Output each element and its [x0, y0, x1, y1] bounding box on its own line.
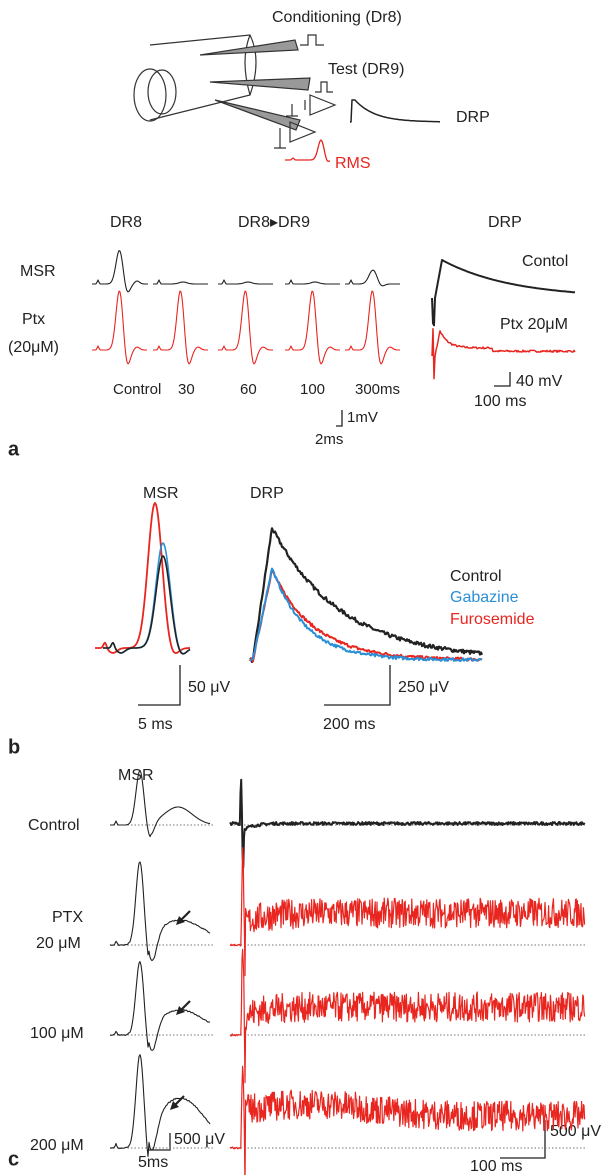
trace: [350, 99, 440, 123]
trace: [153, 290, 208, 365]
arrow-head: [170, 1101, 179, 1110]
trace-label: Ptx 20μM: [500, 316, 568, 333]
test-label: Test (DR9): [328, 61, 404, 78]
header: DRP: [488, 214, 522, 231]
scale-label: 100 ms: [470, 1158, 522, 1175]
trace: [249, 569, 483, 663]
scale-bar: [336, 410, 343, 427]
conditioning-label: Conditioning (Dr8): [272, 9, 402, 26]
trace: [345, 290, 400, 365]
scale-label: 2ms: [315, 431, 343, 448]
trace-title: MSR: [143, 485, 179, 502]
scale-bar: [138, 665, 181, 706]
legend-entry: Control: [450, 568, 502, 585]
trace: [345, 269, 400, 287]
header: DR8▸DR9: [238, 214, 310, 231]
trace: [229, 1065, 586, 1175]
interval-label: 300ms: [355, 381, 400, 398]
scale-label: 40 mV: [516, 373, 563, 390]
trace: [110, 770, 211, 838]
interval-label: 30: [178, 381, 195, 398]
trace: [92, 290, 147, 365]
trace: [218, 279, 273, 285]
row-label: MSR: [20, 263, 56, 280]
scale-bar: [494, 372, 511, 387]
trace: [249, 527, 484, 663]
row-label: 100 μM: [30, 1025, 84, 1042]
trace: [103, 555, 191, 655]
trace: [95, 502, 190, 654]
arrow-head: [176, 1006, 185, 1015]
trace: [92, 250, 148, 293]
scale-label: 250 μV: [398, 679, 449, 696]
trace: [431, 259, 576, 327]
scale-bar: [500, 1120, 546, 1159]
row-label: PTX: [52, 909, 83, 926]
trace: [229, 778, 586, 869]
scale-label: 200 ms: [323, 716, 375, 733]
drp-label: DRP: [456, 109, 490, 126]
trace-label: Contol: [522, 253, 568, 270]
legend-entry: Furosemide: [450, 611, 535, 628]
trace: [109, 861, 211, 962]
interval-label: 60: [240, 381, 257, 398]
header: DR8: [110, 214, 142, 231]
trace-title: DRP: [250, 485, 284, 502]
legend-entry: Gabazine: [450, 589, 519, 606]
row-label: 20 μM: [36, 935, 81, 952]
trace: [109, 961, 211, 1051]
scale-bar: [148, 1133, 171, 1151]
schematic: [133, 34, 337, 149]
row-label: (20μM): [8, 339, 59, 356]
trace-title: MSR: [118, 767, 154, 784]
scale-label: 500 μV: [550, 1123, 601, 1140]
panel-label: b: [8, 736, 20, 758]
trace: [285, 139, 331, 162]
scale-label: 5 ms: [138, 716, 173, 733]
trace: [431, 327, 576, 380]
row-label: Control: [28, 817, 80, 834]
panel-label: a: [8, 438, 20, 460]
scale-label: 100 ms: [474, 393, 526, 410]
scale-bar: [324, 665, 391, 706]
trace: [218, 290, 273, 365]
trace: [110, 1054, 211, 1157]
scale-label: 5ms: [138, 1154, 168, 1171]
trace: [229, 948, 586, 1084]
trace: [229, 847, 586, 977]
trace: [153, 279, 208, 285]
scale-label: 1mV: [347, 409, 378, 426]
interval-label: Control: [113, 381, 161, 398]
trace: [103, 542, 191, 655]
rms-label: RMS: [335, 155, 371, 172]
interval-label: 100: [300, 381, 325, 398]
panel-label: c: [8, 1148, 19, 1170]
arrow-head: [176, 916, 185, 925]
scale-label: 50 μV: [188, 679, 230, 696]
scale-label: 500 μV: [174, 1131, 225, 1148]
trace: [249, 567, 483, 662]
trace: [285, 290, 340, 365]
row-label: Ptx: [22, 311, 45, 328]
trace: [285, 279, 340, 285]
row-label: 200 μM: [30, 1137, 84, 1154]
